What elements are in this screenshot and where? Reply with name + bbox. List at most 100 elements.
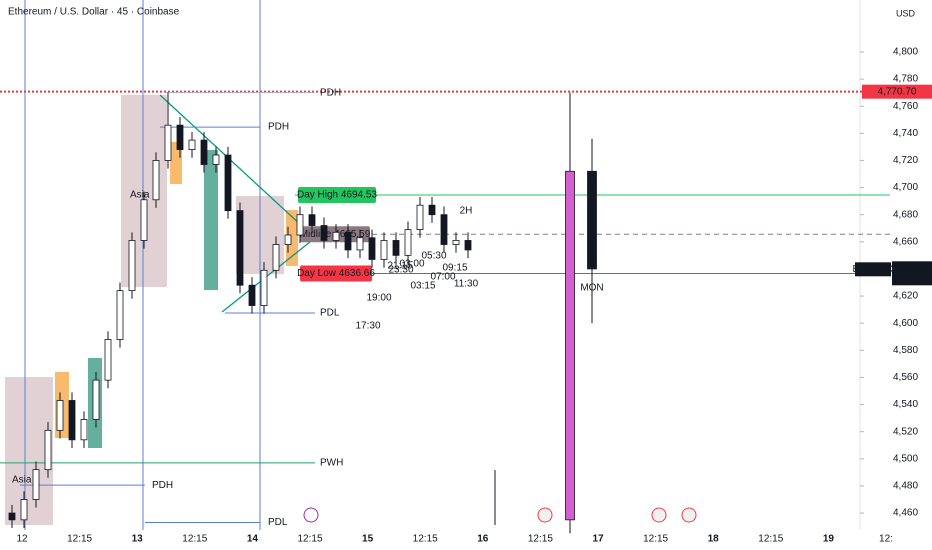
x-tick-label: 17 (592, 534, 604, 545)
candle-body (164, 124, 172, 161)
annotation: 03:15 (410, 281, 435, 292)
x-tick-label: 12:15 (643, 534, 668, 545)
candle-body (344, 231, 352, 251)
annotation: MON (580, 283, 603, 294)
candle-body (224, 154, 232, 212)
timeframe-label: D (589, 175, 596, 186)
level-label: PDH (152, 480, 173, 491)
x-tick-label: 12:15 (528, 534, 553, 545)
level-label: PDL (320, 308, 340, 319)
y-tick-label: 4,460 (893, 508, 918, 519)
x-tick-label: 12:15 (297, 534, 322, 545)
y-tick-label: 4,480 (893, 481, 918, 492)
candle-body (68, 400, 76, 441)
level-tag (298, 186, 376, 203)
flag-icon (537, 507, 553, 523)
candle-body (32, 469, 40, 500)
annotation: 03:00 (399, 259, 424, 270)
y-tick-label: 4,760 (893, 101, 918, 112)
annotation: 05:30 (421, 251, 446, 262)
level-label: PWH (320, 458, 343, 469)
price-tag-label: 4,770.70 (878, 86, 917, 97)
flag-icon (681, 507, 697, 523)
session-box (286, 210, 298, 266)
annotation: 17:30 (355, 321, 380, 332)
candle-body (116, 290, 124, 340)
y-tick-label: 4,560 (893, 372, 918, 383)
annotation: 11:30 (454, 279, 479, 290)
level-tag-label: Day Low 4636.66 (297, 268, 375, 279)
candle-body (356, 237, 364, 251)
candle-body (404, 229, 412, 256)
candle-body (8, 512, 16, 521)
y-tick-label: 4,800 (893, 47, 918, 58)
candle-body (176, 124, 184, 150)
flag-icon (651, 507, 667, 523)
annotation: 23:30 (388, 265, 413, 276)
x-tick-label: 13 (132, 534, 144, 545)
candle-body (44, 429, 52, 471)
annotation: 07:00 (430, 272, 455, 283)
symbol-tag (855, 262, 891, 277)
annotation: Asia (12, 475, 32, 486)
y-tick-label: 4,500 (893, 453, 918, 464)
candle-body (392, 240, 400, 256)
currency-label: USD (896, 8, 916, 18)
level-tag-label: Day High 4694.53 (297, 190, 377, 201)
x-tick-label: 12:15 (67, 534, 92, 545)
candle-body (92, 379, 100, 420)
x-tick-label: 16 (477, 534, 489, 545)
symbol-label: ETHUSD (852, 264, 893, 275)
candle-body (428, 204, 436, 216)
annotation: 21:15 (387, 261, 412, 272)
x-tick-label: 14 (247, 534, 259, 545)
candle-body (320, 225, 328, 241)
candle-body (440, 214, 448, 245)
price-tag (892, 261, 932, 286)
y-tick-label: 4,700 (893, 182, 918, 193)
x-tick-label: 18 (708, 534, 720, 545)
y-tick-label: 4,740 (893, 128, 918, 139)
candle-body (272, 244, 280, 271)
candle-body (565, 170, 575, 521)
candle-body (20, 499, 28, 521)
level-label: PDH (268, 122, 289, 133)
candle-body (140, 199, 148, 241)
annotation: Asia (130, 190, 150, 201)
y-tick-label: 4,620 (893, 291, 918, 302)
candle-body (284, 234, 292, 245)
level-label: PDL (268, 517, 288, 528)
y-tick-label: 4,680 (893, 209, 918, 220)
candle-body (296, 214, 304, 236)
x-tick-label: 12:15 (758, 534, 783, 545)
candle-body (236, 210, 244, 286)
candle-body (308, 214, 316, 226)
y-tick-label: 4,520 (893, 426, 918, 437)
candle-body (212, 154, 220, 165)
annotation: 19:00 (366, 293, 391, 304)
level-label: PDH (320, 87, 341, 98)
x-tick-label: 12 (16, 534, 28, 545)
x-tick-label: 12:15 (413, 534, 438, 545)
candle-body (104, 339, 112, 381)
session-box (204, 150, 218, 290)
candle-body (416, 204, 424, 231)
candle-body (368, 237, 376, 260)
candle-body (464, 240, 472, 251)
y-tick-label: 4,720 (893, 155, 918, 166)
chart-title: Ethereum / U.S. Dollar · 45 · Coinbase (8, 7, 180, 18)
candle-body (200, 139, 208, 165)
annotation: 09:15 (442, 263, 467, 274)
candle-body (248, 284, 256, 306)
x-tick-label: 12: (879, 534, 893, 545)
y-tick-label: 4,780 (893, 74, 918, 85)
event-icon (303, 507, 319, 523)
candle-body (56, 400, 64, 431)
x-tick-label: 19 (823, 534, 835, 545)
y-tick-label: 4,540 (893, 399, 918, 410)
x-tick-label: 15 (362, 534, 374, 545)
candle-body (188, 139, 196, 150)
y-tick-label: 4,580 (893, 345, 918, 356)
y-tick-label: 4,600 (893, 318, 918, 329)
